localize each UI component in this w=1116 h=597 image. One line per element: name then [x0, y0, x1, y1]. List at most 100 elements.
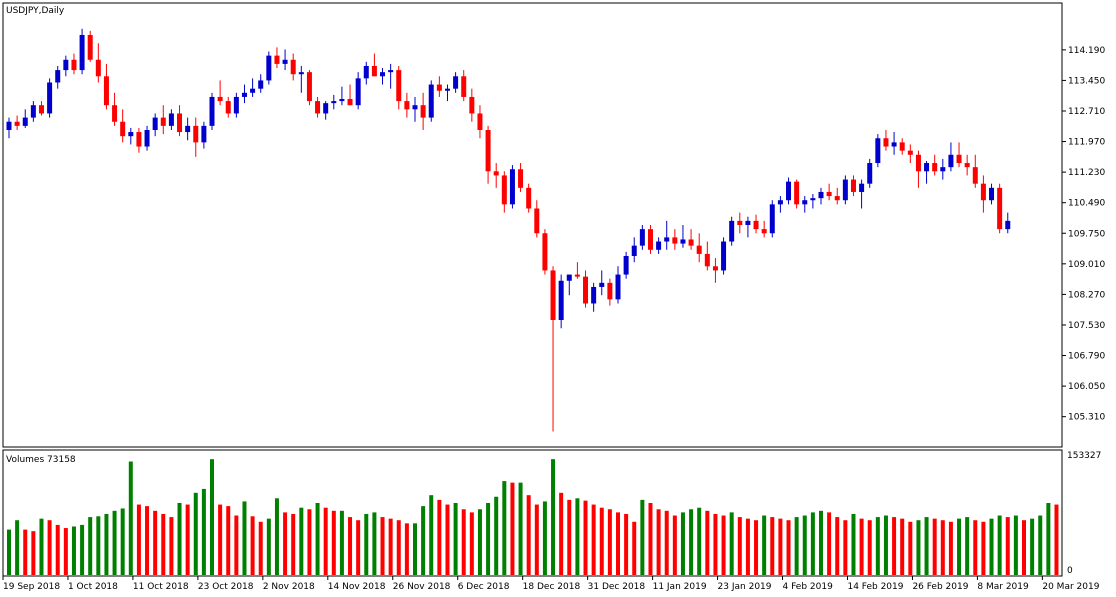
volume-bar	[656, 509, 661, 575]
candle-body	[461, 76, 467, 97]
candle-body	[518, 169, 524, 188]
volume-bar	[145, 506, 150, 575]
date-tick-label: 23 Jan 2019	[718, 582, 772, 592]
volume-bar	[721, 515, 726, 575]
price-tick-label: 111.230	[1068, 168, 1105, 178]
volume-bar	[745, 518, 750, 575]
volume-bar	[989, 518, 994, 575]
candle-body	[534, 208, 540, 234]
candle-body	[388, 70, 394, 73]
volume-bar	[1022, 520, 1026, 575]
candle-body	[924, 163, 930, 172]
candle-body	[347, 99, 353, 106]
candle-body	[177, 113, 183, 133]
candle-body	[315, 101, 321, 114]
volume-bar	[177, 502, 182, 575]
candle-body	[680, 239, 686, 244]
candle-body	[859, 183, 865, 192]
volume-bar	[494, 496, 499, 575]
candle-body	[794, 181, 800, 205]
candle-body	[6, 121, 12, 130]
volume-bar	[388, 518, 393, 575]
candle-body	[883, 138, 889, 147]
volume-bar	[266, 518, 271, 575]
candle-body	[258, 80, 264, 89]
chart-symbol-label: USDJPY,Daily	[6, 6, 65, 16]
candle-body	[940, 167, 946, 172]
candle-body	[412, 105, 418, 110]
candle-body	[818, 191, 824, 199]
candle-body	[120, 121, 126, 137]
volume-bar	[250, 516, 255, 575]
candle-body	[112, 105, 118, 122]
candle-body	[737, 220, 743, 225]
candle-body	[209, 96, 215, 126]
candle-body	[168, 113, 174, 126]
volume-bar	[15, 520, 20, 575]
volume-min-label: 0	[1067, 566, 1073, 576]
candle-body	[631, 245, 637, 256]
volume-bar	[323, 507, 328, 575]
volume-bar	[201, 488, 206, 575]
volume-bar	[23, 529, 28, 575]
candle-body	[225, 101, 231, 114]
candle-body	[217, 96, 223, 102]
volume-bar	[169, 517, 174, 575]
candle-body	[404, 101, 410, 110]
candle-body	[444, 88, 450, 91]
volume-bar	[843, 520, 848, 575]
volume-bar	[640, 499, 645, 575]
volume-bars-layer	[7, 459, 1059, 575]
volume-bar	[348, 517, 353, 575]
volume-bar	[575, 498, 580, 575]
candle-body	[810, 198, 816, 201]
volume-bar	[883, 515, 888, 575]
candle-body	[453, 76, 459, 89]
date-tick-label: 20 Mar 2019	[1042, 582, 1099, 592]
candles-layer	[6, 28, 1011, 432]
volume-bar	[786, 520, 791, 575]
candle-body	[972, 167, 978, 184]
price-tick-label: 105.310	[1068, 413, 1105, 423]
candle-body	[469, 96, 475, 114]
volume-bar	[1005, 517, 1010, 575]
volume-bar	[372, 512, 377, 575]
candle-body	[306, 72, 312, 102]
volume-bar	[258, 521, 263, 575]
volume-bar	[940, 520, 945, 575]
volume-bar	[356, 520, 361, 575]
volume-bar	[120, 508, 125, 575]
volume-bar	[112, 510, 117, 575]
candle-body	[566, 274, 572, 281]
volume-bar	[827, 512, 832, 575]
volume-bar	[39, 518, 44, 575]
candle-body	[574, 274, 580, 277]
candle-body	[87, 34, 93, 60]
candle-body	[485, 129, 491, 172]
candle-body	[599, 282, 605, 287]
candle-body	[128, 132, 134, 137]
candle-body	[997, 187, 1003, 230]
date-tick-label: 1 Oct 2018	[68, 582, 118, 592]
volume-bar	[526, 495, 531, 575]
volume-bar	[429, 495, 434, 575]
date-tick-label: 4 Feb 2019	[783, 582, 834, 592]
candle-body	[160, 117, 166, 126]
candle-body	[875, 138, 881, 164]
volume-bar	[510, 482, 515, 575]
candle-body	[729, 220, 735, 242]
candle-body	[339, 99, 345, 102]
candle-body	[769, 204, 775, 234]
volume-bar	[819, 510, 823, 575]
volume-bar	[31, 531, 36, 575]
volume-bar	[551, 459, 556, 575]
candle-body	[964, 163, 970, 168]
date-tick-label: 19 Sep 2018	[3, 582, 60, 592]
price-axis: 114.190 113.450 112.710 111.970 111.230 110.4…	[1062, 46, 1105, 423]
candle-body	[436, 84, 442, 91]
candle-body	[932, 163, 938, 172]
date-tick-label: 2 Nov 2018	[263, 582, 315, 592]
volume-bar	[80, 524, 85, 575]
candle-body	[526, 187, 532, 209]
